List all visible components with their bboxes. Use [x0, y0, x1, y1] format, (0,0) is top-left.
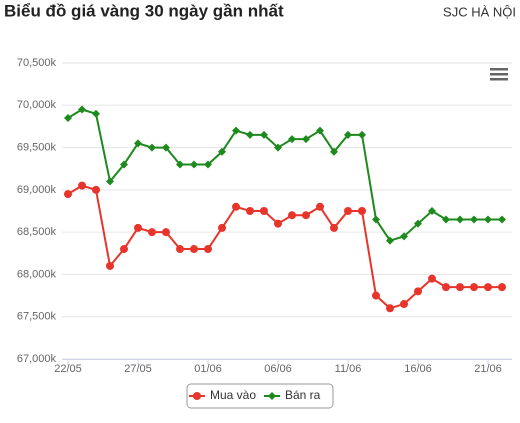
point: [218, 147, 226, 156]
chart-title: Biểu đồ giá vàng 30 ngày gần nhất: [4, 1, 284, 20]
x-tick-label: 21/06: [474, 363, 502, 375]
point: [246, 130, 254, 139]
point: [218, 223, 226, 232]
y-tick-label: 67,000k: [17, 353, 57, 365]
point: [162, 143, 170, 152]
point: [204, 245, 212, 254]
point: [484, 283, 492, 292]
point: [358, 130, 366, 139]
point: [148, 143, 156, 152]
point: [330, 223, 338, 232]
point: [498, 215, 506, 224]
point: [400, 300, 408, 309]
point: [288, 211, 296, 220]
point: [442, 283, 450, 292]
point: [246, 207, 254, 215]
point: [414, 219, 422, 228]
x-tick-label: 11/06: [335, 363, 362, 375]
point: [260, 130, 268, 139]
point: [302, 135, 310, 144]
point: [78, 105, 86, 114]
point: [92, 109, 100, 118]
menu-bar: [490, 68, 508, 71]
point: [470, 215, 478, 224]
series-line: [67, 108, 502, 242]
legend-box: [186, 383, 334, 409]
point: [470, 283, 478, 292]
point: [120, 245, 128, 254]
point: [344, 130, 352, 139]
point: [484, 215, 492, 224]
point: [442, 215, 450, 224]
point: [176, 245, 184, 254]
point: [232, 126, 240, 135]
point: [190, 245, 198, 254]
y-tick-label: 70,000k: [17, 99, 57, 111]
legend-marker: [193, 392, 201, 400]
point: [372, 291, 380, 300]
menu-bar: [490, 73, 508, 76]
point: [316, 202, 324, 211]
point: [120, 160, 128, 169]
point: [288, 135, 296, 144]
y-tick-label: 67,500k: [17, 311, 57, 323]
point: [190, 160, 198, 169]
point: [386, 236, 394, 245]
point: [64, 190, 72, 199]
legend-label: Bán ra: [285, 388, 321, 402]
x-tick-label: 27/05: [124, 363, 152, 375]
point: [400, 232, 408, 241]
point: [92, 185, 100, 194]
y-tick-label: 70,500k: [17, 57, 57, 69]
point: [316, 126, 324, 135]
x-tick-label: 16/06: [404, 363, 432, 375]
y-tick-label: 69,000k: [17, 184, 57, 196]
x-tick-label: 06/06: [264, 363, 292, 375]
chart-subtitle: SJC HÀ NỘI: [443, 4, 516, 19]
point: [274, 219, 282, 228]
legend-label: Mua vào: [210, 388, 256, 402]
point: [260, 207, 268, 215]
point: [372, 215, 380, 224]
point: [456, 283, 464, 292]
point: [134, 223, 142, 232]
point: [204, 160, 212, 169]
point: [78, 181, 86, 190]
point: [428, 207, 436, 215]
x-tick-label: 22/05: [54, 363, 82, 375]
menu-button[interactable]: [489, 67, 509, 81]
point: [176, 160, 184, 169]
point: [64, 113, 72, 122]
point: [330, 147, 338, 156]
y-tick-label: 69,500k: [17, 141, 57, 153]
y-tick-label: 68,000k: [17, 268, 57, 280]
point: [302, 211, 310, 220]
legend-marker: [268, 392, 276, 400]
menu-bar: [490, 78, 508, 81]
point: [134, 139, 142, 148]
point: [386, 304, 394, 313]
point: [274, 143, 282, 152]
x-tick-label: 01/06: [194, 363, 222, 375]
point: [148, 228, 156, 237]
point: [428, 274, 436, 283]
point: [358, 207, 366, 215]
point: [456, 215, 464, 224]
point: [232, 202, 240, 211]
series-line: [67, 184, 502, 310]
point: [498, 283, 506, 292]
point: [106, 261, 114, 270]
point: [162, 228, 170, 237]
y-tick-label: 68,500k: [17, 226, 57, 238]
point: [106, 177, 114, 186]
point: [344, 207, 352, 215]
point: [414, 287, 422, 296]
